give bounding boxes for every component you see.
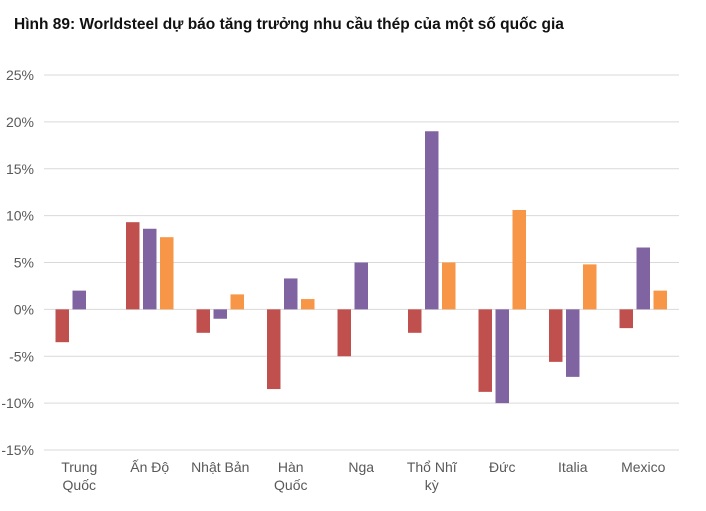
x-tick-label: Ấn Độ [130, 459, 169, 475]
x-tick-label: Nhật Bản [191, 459, 249, 475]
bar-series-3 [230, 294, 244, 310]
y-tick-label: 25% [6, 67, 34, 83]
y-tick-label: -10% [1, 395, 34, 411]
x-tick-label: Mexico [621, 459, 666, 475]
bar-series-3 [653, 290, 667, 310]
bar-series-1 [267, 309, 281, 390]
bar-series-2 [425, 131, 439, 310]
y-tick-label: 10% [6, 208, 34, 224]
bar-series-1 [408, 309, 422, 333]
y-tick-label: 20% [6, 114, 34, 130]
x-tick-label: Trung [61, 459, 97, 475]
bar-series-2 [566, 309, 580, 377]
bar-series-1 [549, 309, 563, 362]
bar-series-2 [72, 290, 86, 310]
bar-series-2 [213, 309, 227, 319]
bar-series-1 [478, 309, 492, 392]
x-tick-label: Đức [489, 459, 515, 475]
bar-series-2 [636, 247, 650, 310]
y-tick-label: 15% [6, 161, 34, 177]
bar-series-1 [619, 309, 633, 329]
bar-series-2 [354, 262, 368, 310]
bar-series-3 [301, 299, 315, 310]
x-tick-label: Quốc [274, 477, 307, 493]
x-tick-label: Hàn [278, 459, 304, 475]
bar-series-1 [55, 309, 69, 343]
y-tick-label: 0% [14, 301, 34, 317]
bar-series-3 [583, 264, 597, 310]
y-tick-label: -5% [9, 348, 34, 364]
bar-series-3 [160, 237, 174, 310]
x-tick-label: Quốc [63, 477, 96, 493]
bar-series-1 [126, 222, 140, 310]
x-tick-label: Nga [348, 459, 374, 475]
x-tick-label: Thổ Nhĩ [407, 459, 458, 475]
chart-title: Hình 89: Worldsteel dự báo tăng trưởng n… [14, 16, 564, 33]
bar-series-2 [495, 309, 509, 404]
bar-series-3 [442, 262, 456, 310]
bar-series-2 [143, 228, 157, 310]
bar-series-1 [196, 309, 210, 333]
y-tick-label: -15% [1, 442, 34, 458]
x-tick-label: Italia [558, 459, 588, 475]
bar-series-2 [284, 278, 298, 310]
bar-series-1 [337, 309, 351, 357]
y-tick-label: 5% [14, 255, 34, 271]
bar-series-3 [512, 210, 526, 310]
x-tick-label: kỳ [425, 477, 439, 493]
